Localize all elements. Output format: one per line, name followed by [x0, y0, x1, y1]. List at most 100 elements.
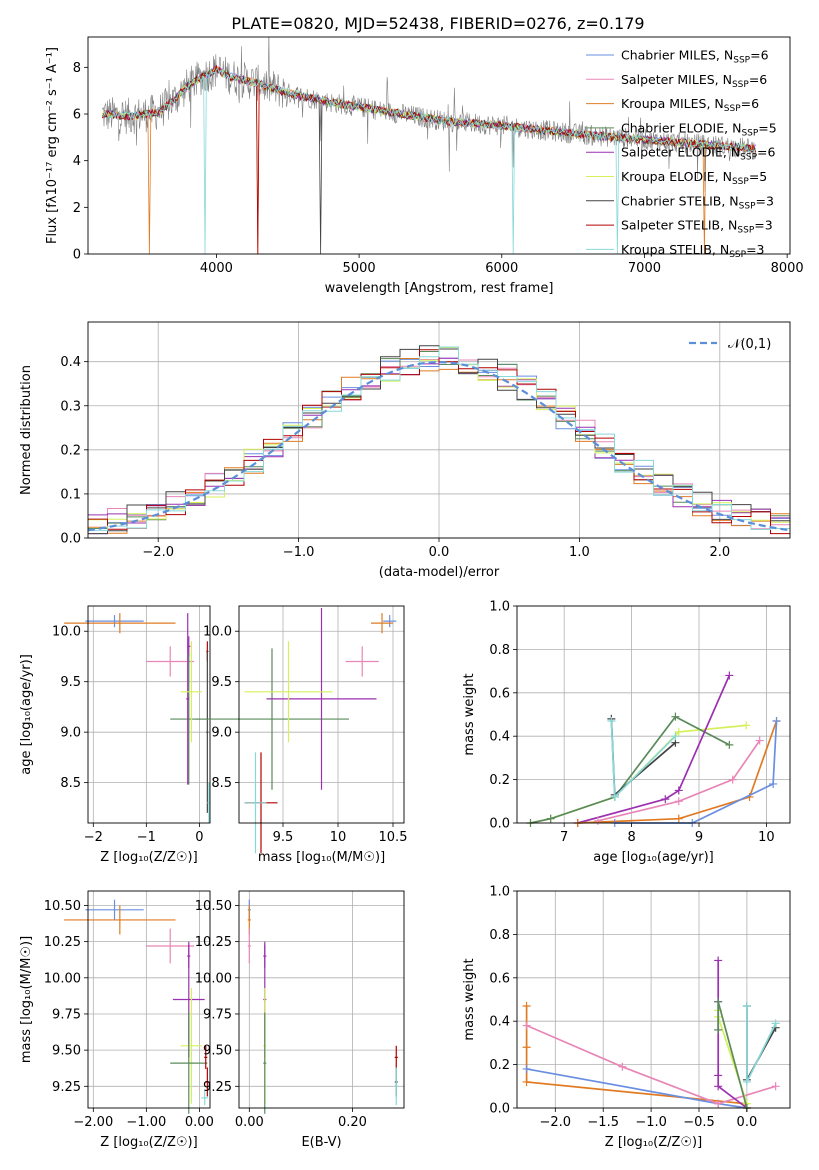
weight-line-chabrier_elodie: [530, 715, 730, 824]
x-tick-label: 9.5: [273, 830, 294, 845]
y-tick-label: 9.75: [52, 1007, 81, 1022]
x-tick-label: 0.0: [737, 1115, 758, 1130]
x-tick-label: 6000: [485, 261, 518, 276]
x-tick-label: 8: [627, 830, 635, 845]
axes-frame: [516, 890, 791, 1109]
x-tick-label: 0: [195, 830, 203, 845]
y-axis-label: age [log₁₀(age/yr)]: [19, 654, 34, 775]
panel-mass_vs_ebv: 0.00 0.20 9.25 9.50 9.75 10.00 10.25 10.50 E(B-V…: [195, 890, 405, 1150]
marker-point: [610, 792, 619, 801]
y-tick-label: 0.8: [489, 928, 510, 943]
marker-point: [742, 721, 751, 730]
legend-label: Kroupa STELIB, NSSP=3: [621, 242, 765, 260]
marker-point: [771, 1019, 780, 1028]
x-tick-label: −2: [84, 830, 103, 845]
marker-point: [674, 786, 683, 795]
y-tick-label: 0.1: [60, 487, 81, 502]
legend-label: Chabrier STELIB, NSSP=3: [621, 193, 774, 211]
x-tick-label: 7: [560, 830, 568, 845]
y-tick-label: 10.25: [44, 935, 81, 950]
marker-point: [618, 1062, 627, 1071]
axes-frame: [238, 890, 405, 1109]
marker-point: [674, 727, 683, 736]
legend-label: Chabrier ELODIE, NSSP=5: [621, 120, 777, 138]
y-tick-label: 4: [73, 154, 81, 169]
y-tick-label: 9.0: [60, 726, 81, 741]
x-tick-label: 0.0: [429, 545, 450, 560]
x-axis-label: Z [log₁₀(Z/Z☉)]: [100, 1135, 197, 1150]
plot-area: [195, 608, 397, 854]
y-tick-label: 2: [73, 201, 81, 216]
x-tick-label: −2.00: [73, 1115, 113, 1130]
x-tick-label: 7000: [628, 261, 661, 276]
y-tick-label: 8.5: [60, 776, 81, 791]
x-tick-label: 1.0: [569, 545, 590, 560]
x-tick-label: −2.0: [540, 1115, 572, 1130]
marker-point: [714, 1025, 723, 1034]
weight-line-kroupa_miles: [577, 720, 778, 824]
y-tick-label: 0.2: [489, 1058, 510, 1073]
x-tick-label: 0.00: [235, 1115, 264, 1130]
marker-point: [714, 1082, 723, 1091]
y-axis-label: mass weight: [462, 958, 477, 1040]
y-tick-label: 0.0: [60, 532, 81, 547]
panel-spectrum: 4000 5000 6000 7000 8000 0 2 4 6 8 wavelength [Ang…: [45, 36, 804, 296]
y-tick-label: 0: [73, 248, 81, 263]
figure-title: PLATE=0820, MJD=52438, FIBERID=0276, z=0…: [231, 14, 644, 33]
y-axis-label: mass weight: [462, 673, 477, 755]
marker-point: [771, 1082, 780, 1091]
y-tick-label: 8: [73, 61, 81, 76]
axes-frame: [238, 605, 405, 824]
axes-frame: [87, 36, 791, 255]
y-tick-label: 1.0: [489, 885, 510, 900]
y-tick-label: 0.6: [489, 971, 510, 986]
x-tick-label: 0.00: [185, 1115, 214, 1130]
marker-point: [714, 1099, 723, 1108]
plot-area: [526, 671, 781, 827]
x-axis-label: (data-model)/error: [379, 565, 500, 580]
plot-area: [247, 899, 398, 1114]
x-tick-label: −1: [137, 830, 156, 845]
marker-point: [522, 1021, 531, 1030]
marker-point: [714, 956, 723, 965]
y-tick-label: 0.0: [489, 817, 510, 832]
x-tick-label: 9: [695, 830, 703, 845]
legend-label: Salpeter MILES, NSSP=6: [621, 72, 767, 90]
marker-point: [546, 814, 555, 823]
y-axis-label: Flux [fλ10⁻¹⁷ erg cm⁻² s⁻¹ A⁻¹]: [45, 47, 60, 244]
marker-point: [522, 1043, 531, 1052]
legend-label: Kroupa ELODIE, NSSP=5: [621, 169, 767, 187]
marker-point: [522, 1002, 531, 1011]
y-tick-label: 6: [73, 108, 81, 123]
axes-frame: [87, 890, 211, 1109]
plot-area: [64, 899, 210, 1114]
x-axis-label: Z [log₁₀(Z/Z☉)]: [605, 1135, 702, 1150]
x-tick-label: 5000: [343, 261, 376, 276]
x-tick-label: −0.5: [683, 1115, 715, 1130]
y-tick-label: 0.0: [489, 1102, 510, 1117]
model-line-kroupa_elodie: [101, 65, 757, 153]
weight-line-salpeter_elodie: [717, 960, 748, 1109]
y-tick-label: 9.25: [203, 1080, 232, 1095]
axes-frame: [87, 605, 211, 824]
x-tick-label: −2.0: [142, 545, 174, 560]
x-axis-label: wavelength [Angstrom, rest frame]: [325, 281, 554, 296]
axes-frame: [87, 321, 791, 539]
legend-label: Chabrier MILES, NSSP=6: [621, 48, 769, 66]
panel-weight_vs_age: 7 8 9 10 0.0 0.2 0.4 0.6 0.8 1.0 age [log₁₀(age/yr…: [462, 600, 791, 865]
y-tick-label: 0.8: [489, 643, 510, 658]
y-tick-label: 0.4: [489, 1015, 510, 1030]
weight-line-salpeter_elodie: [577, 675, 731, 824]
y-tick-label: 0.2: [489, 773, 510, 788]
y-tick-label: 0.4: [489, 730, 510, 745]
weight-line-salpeter_miles: [597, 740, 761, 822]
x-tick-label: 10: [330, 830, 347, 845]
y-tick-label: 9.50: [52, 1044, 81, 1059]
y-tick-label: 1.0: [489, 600, 510, 615]
weight-line-chabrier_stelib: [746, 1006, 777, 1081]
legend-label: 𝒩(0,1): [728, 337, 771, 352]
y-tick-label: 8.5: [211, 776, 232, 791]
y-tick-label: 0.3: [60, 399, 81, 414]
x-tick-label: −1.5: [587, 1115, 619, 1130]
